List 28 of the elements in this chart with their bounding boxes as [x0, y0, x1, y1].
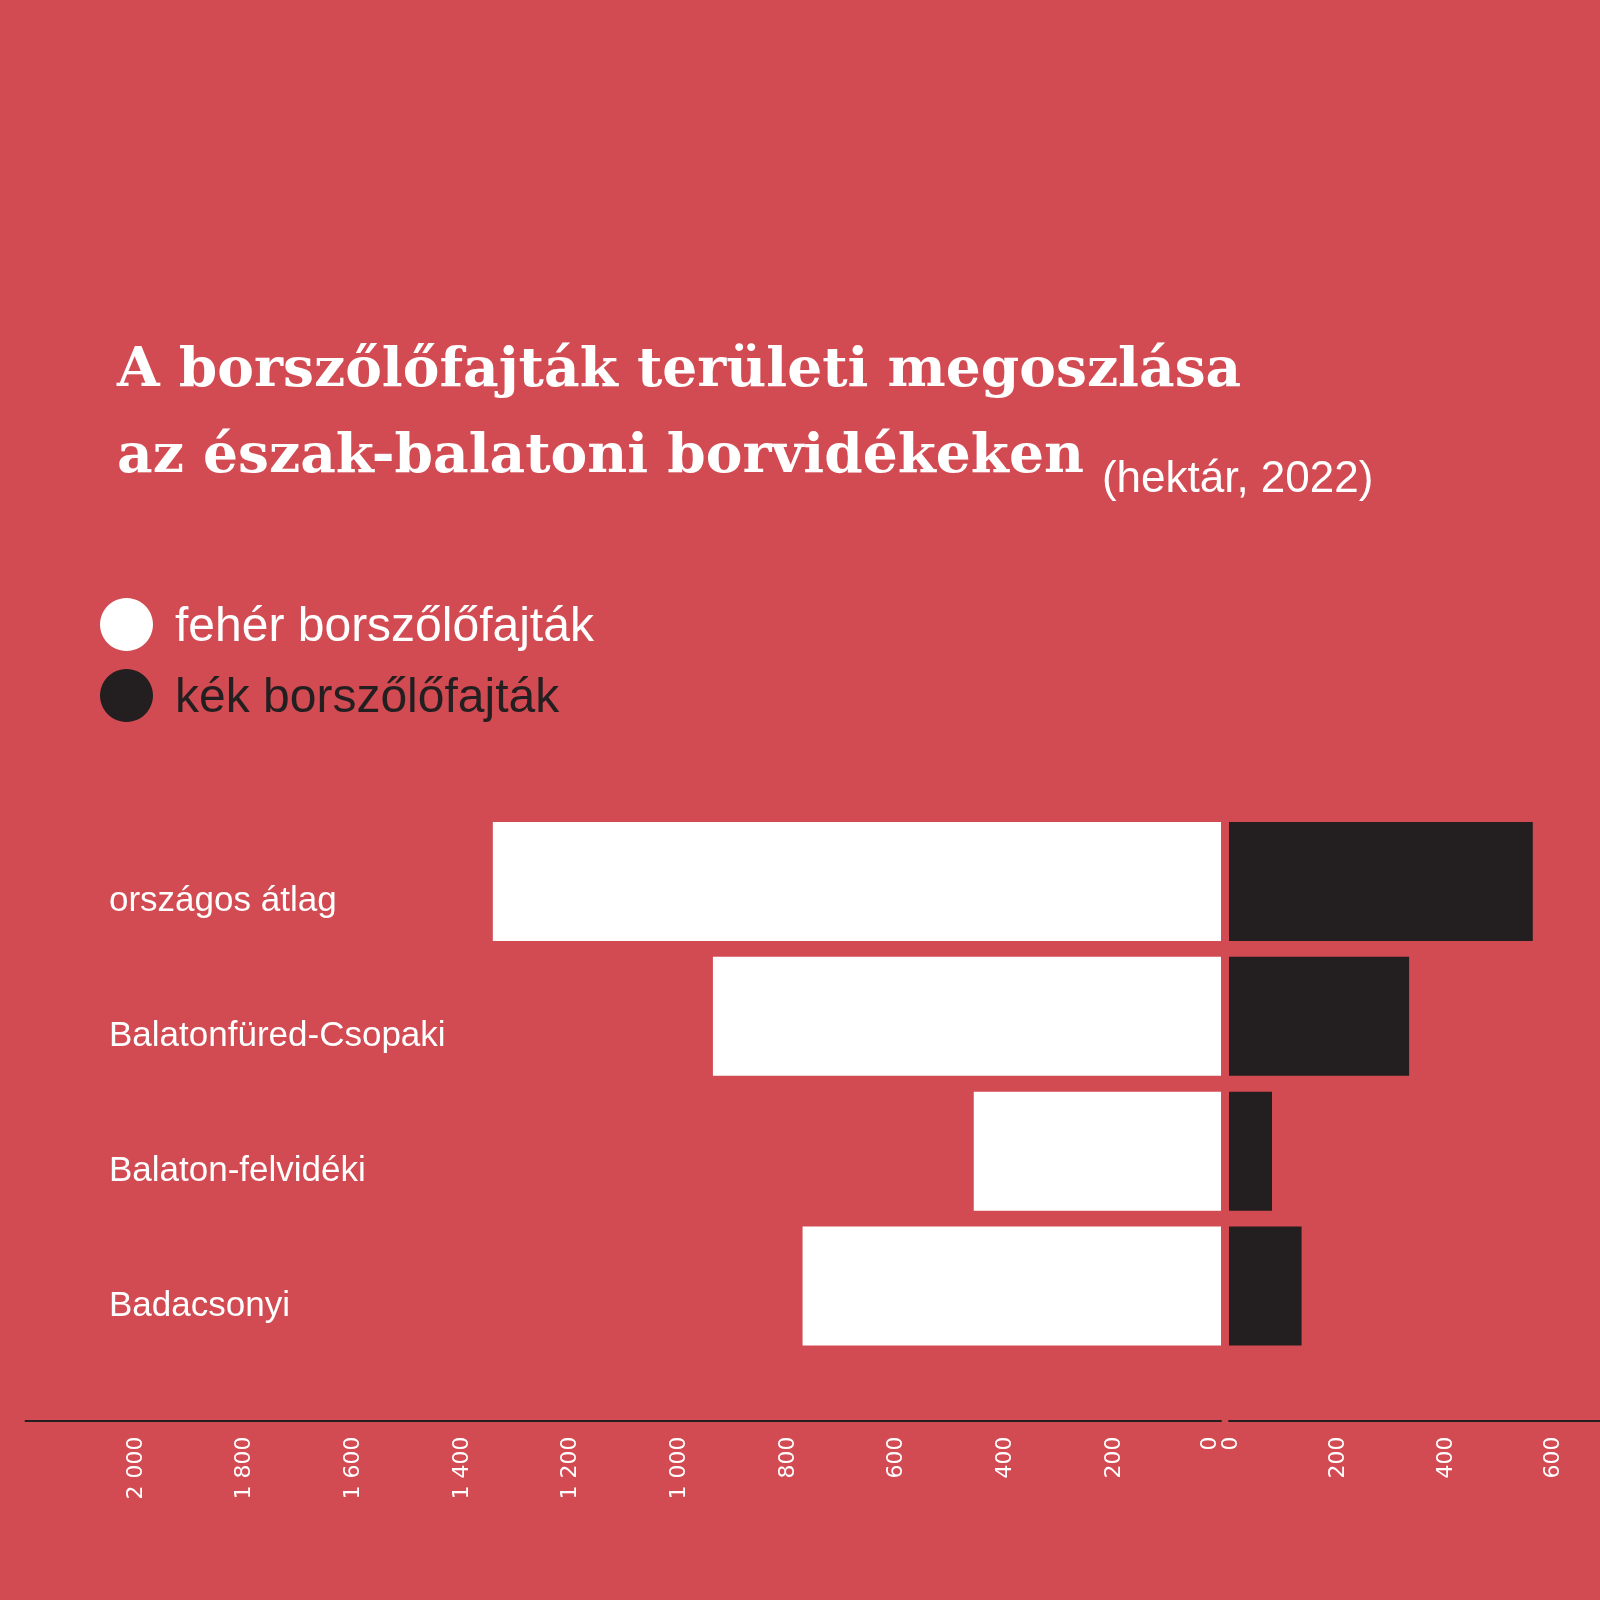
x-tick-label: 1 200 [556, 1436, 582, 1500]
bar [1229, 821, 1533, 941]
legend-label: fehér borszőlőfajták [175, 598, 595, 651]
x-tick-label: 200 [1324, 1436, 1350, 1479]
x-tick-label: 1 400 [447, 1436, 473, 1500]
bar [1229, 956, 1410, 1076]
y-tick-label: országos átlag [109, 879, 337, 919]
bar [492, 821, 1221, 941]
x-tick-label: 200 [1099, 1436, 1125, 1479]
y-tick-label: Balatonfüred-Csopaki [109, 1014, 446, 1054]
x-tick-label: 400 [991, 1436, 1017, 1479]
bar [1229, 1091, 1273, 1211]
bar [1229, 1226, 1302, 1346]
x-tick-label: 400 [1431, 1436, 1457, 1479]
x-tick-label: 600 [1539, 1436, 1565, 1479]
bar [712, 956, 1221, 1076]
x-tick-label: 1 000 [665, 1436, 691, 1500]
x-tick-label: 1 600 [339, 1436, 365, 1500]
x-tick-label: 600 [882, 1436, 908, 1479]
y-tick-label: Balaton-felvidéki [109, 1149, 366, 1189]
y-tick-label: Badacsonyi [109, 1284, 290, 1324]
bar [973, 1091, 1221, 1211]
chart-subtitle: (hektár, 2022) [1101, 451, 1374, 501]
x-tick-label: 2 000 [121, 1436, 147, 1500]
legend-label: kék borszőlőfajták [175, 669, 561, 722]
bar [802, 1226, 1221, 1346]
x-tick-label: 1 800 [230, 1436, 256, 1500]
x-tick-label: 800 [773, 1436, 799, 1479]
